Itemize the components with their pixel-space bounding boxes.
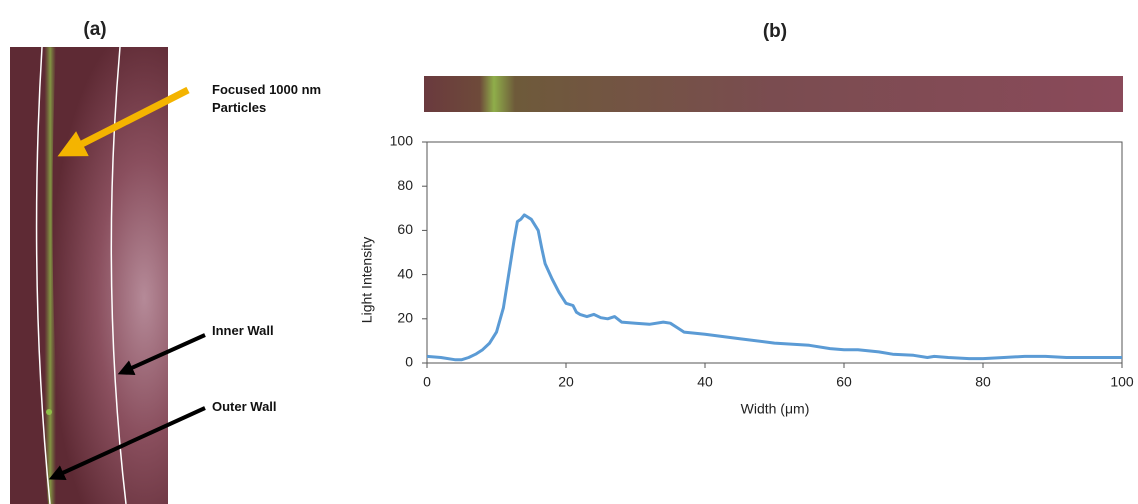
arrow (57, 86, 190, 157)
inner-wall-line (110, 46, 127, 504)
y-tick-label: 100 (390, 133, 414, 149)
panel-label: (a) (83, 19, 106, 40)
data-line (426, 213, 1122, 362)
annotation: Focused 1000 nm Particles (212, 82, 322, 115)
x-tick-label: 80 (975, 374, 991, 390)
particle (46, 409, 52, 415)
annotation: Inner Wall (212, 323, 274, 338)
x-tick-label: 60 (836, 374, 852, 390)
arrow (117, 333, 206, 376)
y-tick-label: 80 (397, 177, 413, 193)
x-tick-label: 0 (423, 374, 431, 390)
annotation: Outer Wall (212, 399, 277, 414)
y-axis-label: Light Intensity (359, 237, 375, 323)
arrow (48, 406, 206, 480)
outer-wall-line (35, 46, 51, 504)
y-tick-label: 0 (405, 354, 413, 370)
y-tick-label: 60 (397, 221, 413, 237)
x-tick-label: 100 (1110, 374, 1134, 390)
plot-frame (426, 141, 1123, 364)
intensity-strip (424, 76, 1123, 112)
y-tick-label: 40 (397, 265, 413, 281)
panel-label: (b) (763, 21, 787, 42)
x-tick-label: 20 (558, 374, 574, 390)
particle-band (36, 46, 64, 504)
x-axis-label: Width (μm) (741, 401, 810, 417)
x-tick-label: 40 (697, 374, 713, 390)
y-tick-label: 20 (397, 310, 413, 326)
